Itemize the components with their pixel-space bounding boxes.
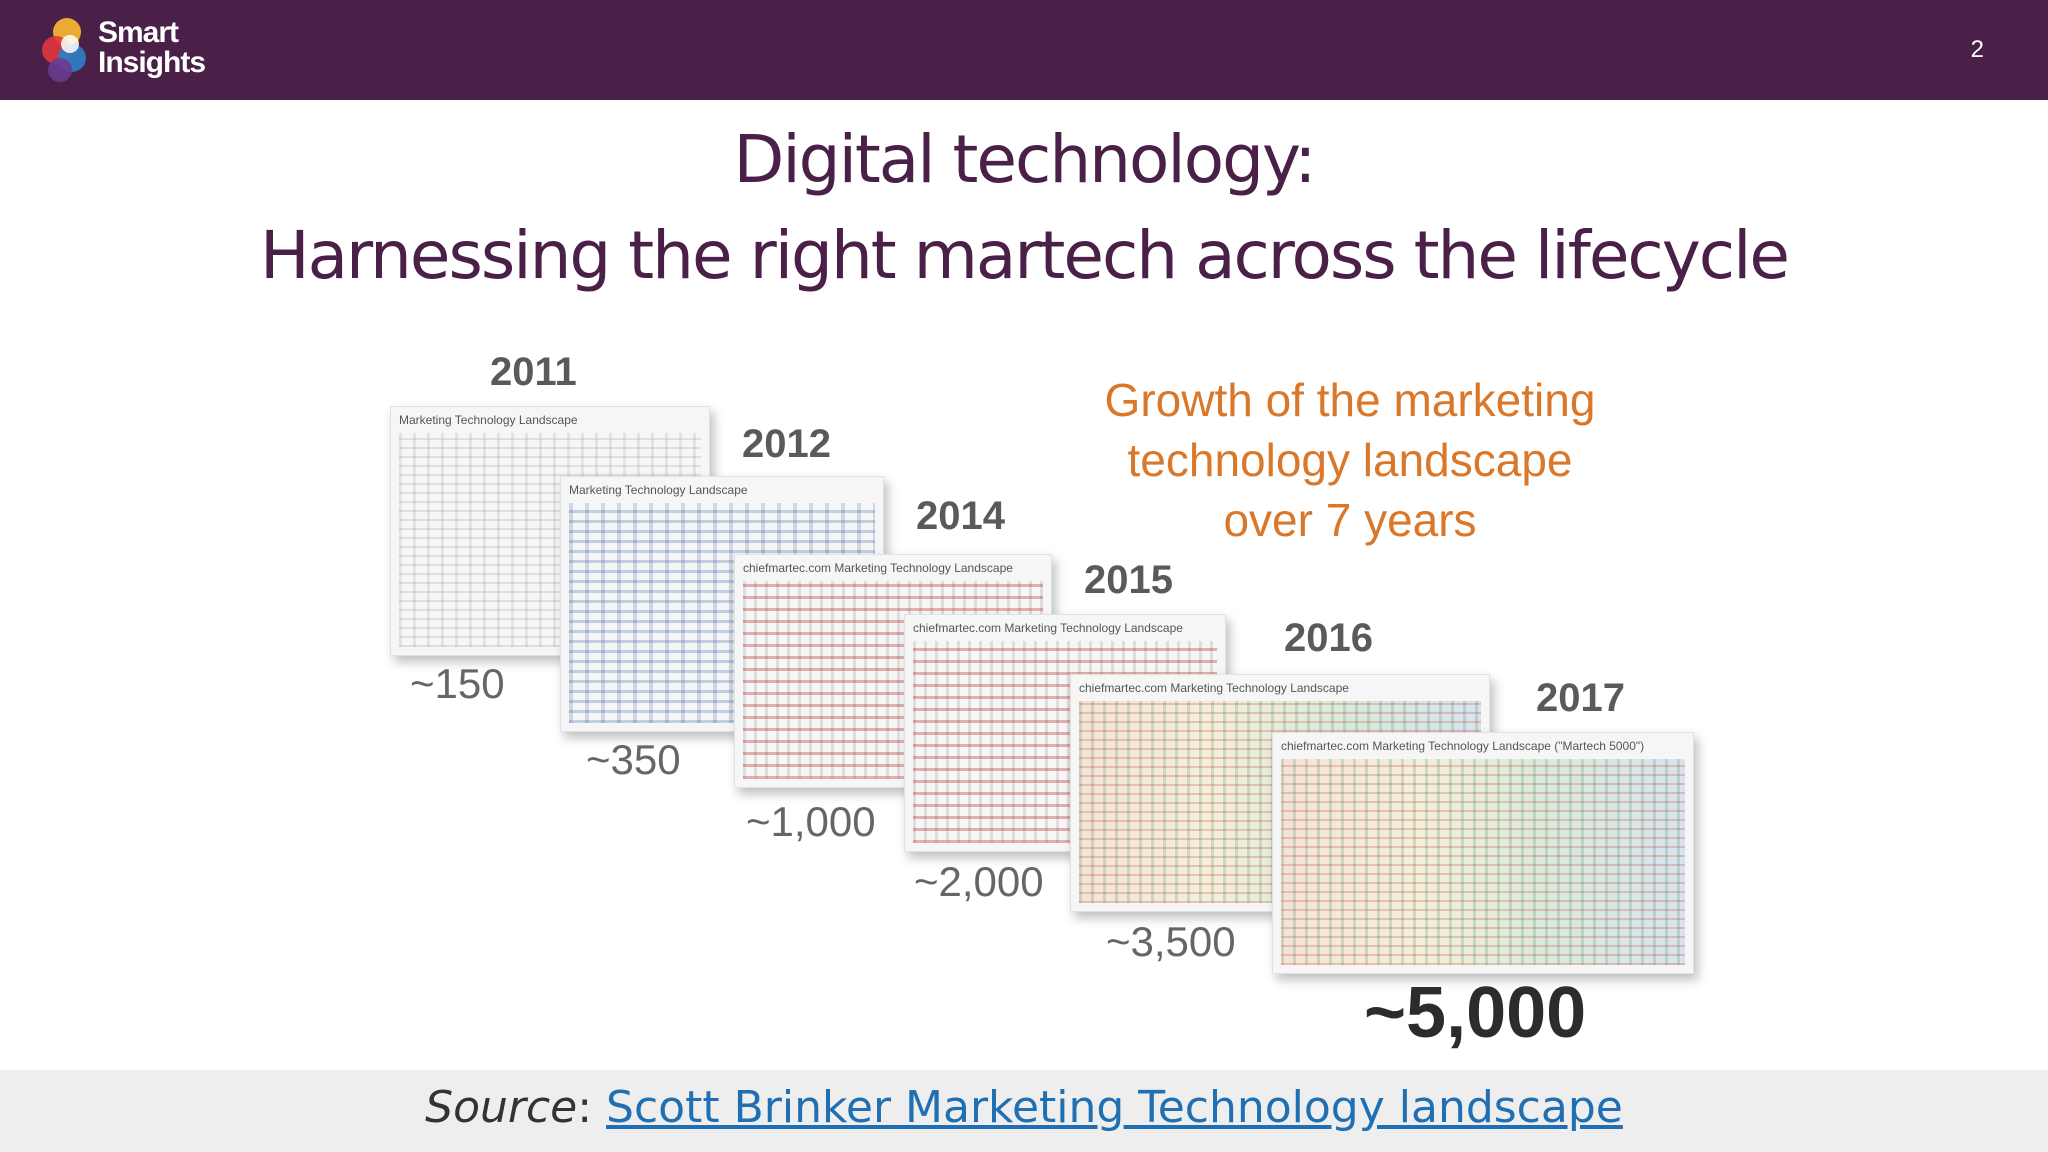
year-label-2017: 2017 (1536, 676, 1625, 720)
header-bar: Smart Insights 2 (0, 0, 2048, 100)
source-line: Source: Scott Brinker Marketing Technolo… (0, 1082, 2048, 1133)
year-label-2016: 2016 (1284, 616, 1373, 660)
logo-text: Smart Insights (98, 16, 206, 79)
year-label-2011: 2011 (490, 350, 577, 394)
card-title: chiefmartec.com Marketing Technology Lan… (743, 561, 1013, 575)
landscape-card-2017: chiefmartec.com Marketing Technology Lan… (1272, 732, 1694, 974)
title-line2: Harnessing the right martech across the … (259, 217, 1790, 294)
growth-line2: technology landscape (1127, 434, 1573, 486)
title-line1: Digital technology: (733, 121, 1317, 198)
year-label-2014: 2014 (916, 494, 1005, 538)
year-label-2012: 2012 (742, 422, 831, 466)
source-separator: : (577, 1082, 607, 1133)
card-title: chiefmartec.com Marketing Technology Lan… (1079, 681, 1349, 695)
card-title: Marketing Technology Landscape (399, 413, 578, 427)
year-label-2015: 2015 (1084, 558, 1173, 602)
landscape-card-2014: chiefmartec.com Marketing Technology Lan… (734, 554, 1052, 788)
count-2016: ~3,500 (1106, 918, 1236, 965)
smart-insights-logo[interactable]: Smart Insights (40, 12, 220, 88)
source-link[interactable]: Scott Brinker Marketing Technology lands… (606, 1082, 1623, 1133)
card-logo-grid (1281, 759, 1685, 965)
count-2012: ~350 (586, 736, 681, 783)
count-2017: ~5,000 (1364, 973, 1587, 1053)
source-footer (0, 1070, 2048, 1152)
growth-line3: over 7 years (1223, 494, 1477, 546)
source-label: Source (425, 1082, 578, 1133)
count-2014: ~1,000 (746, 798, 876, 845)
martech-landscape-figure: Growth of the marketing technology lands… (380, 340, 1720, 1060)
growth-caption: Growth of the marketing technology lands… (1080, 370, 1620, 550)
card-title: chiefmartec.com Marketing Technology Lan… (913, 621, 1183, 635)
logo-line1: Smart (98, 16, 179, 49)
logo-icon (42, 18, 86, 82)
growth-line1: Growth of the marketing (1104, 374, 1596, 426)
count-2015: ~2,000 (914, 858, 1044, 905)
card-title: chiefmartec.com Marketing Technology Lan… (1281, 739, 1645, 753)
page-number: 2 (1970, 36, 1984, 63)
logo-line2: Insights (98, 46, 206, 79)
card-title: Marketing Technology Landscape (569, 483, 748, 497)
slide-title: Digital technology: Harnessing the right… (0, 112, 2048, 304)
count-2011: ~150 (410, 660, 505, 707)
